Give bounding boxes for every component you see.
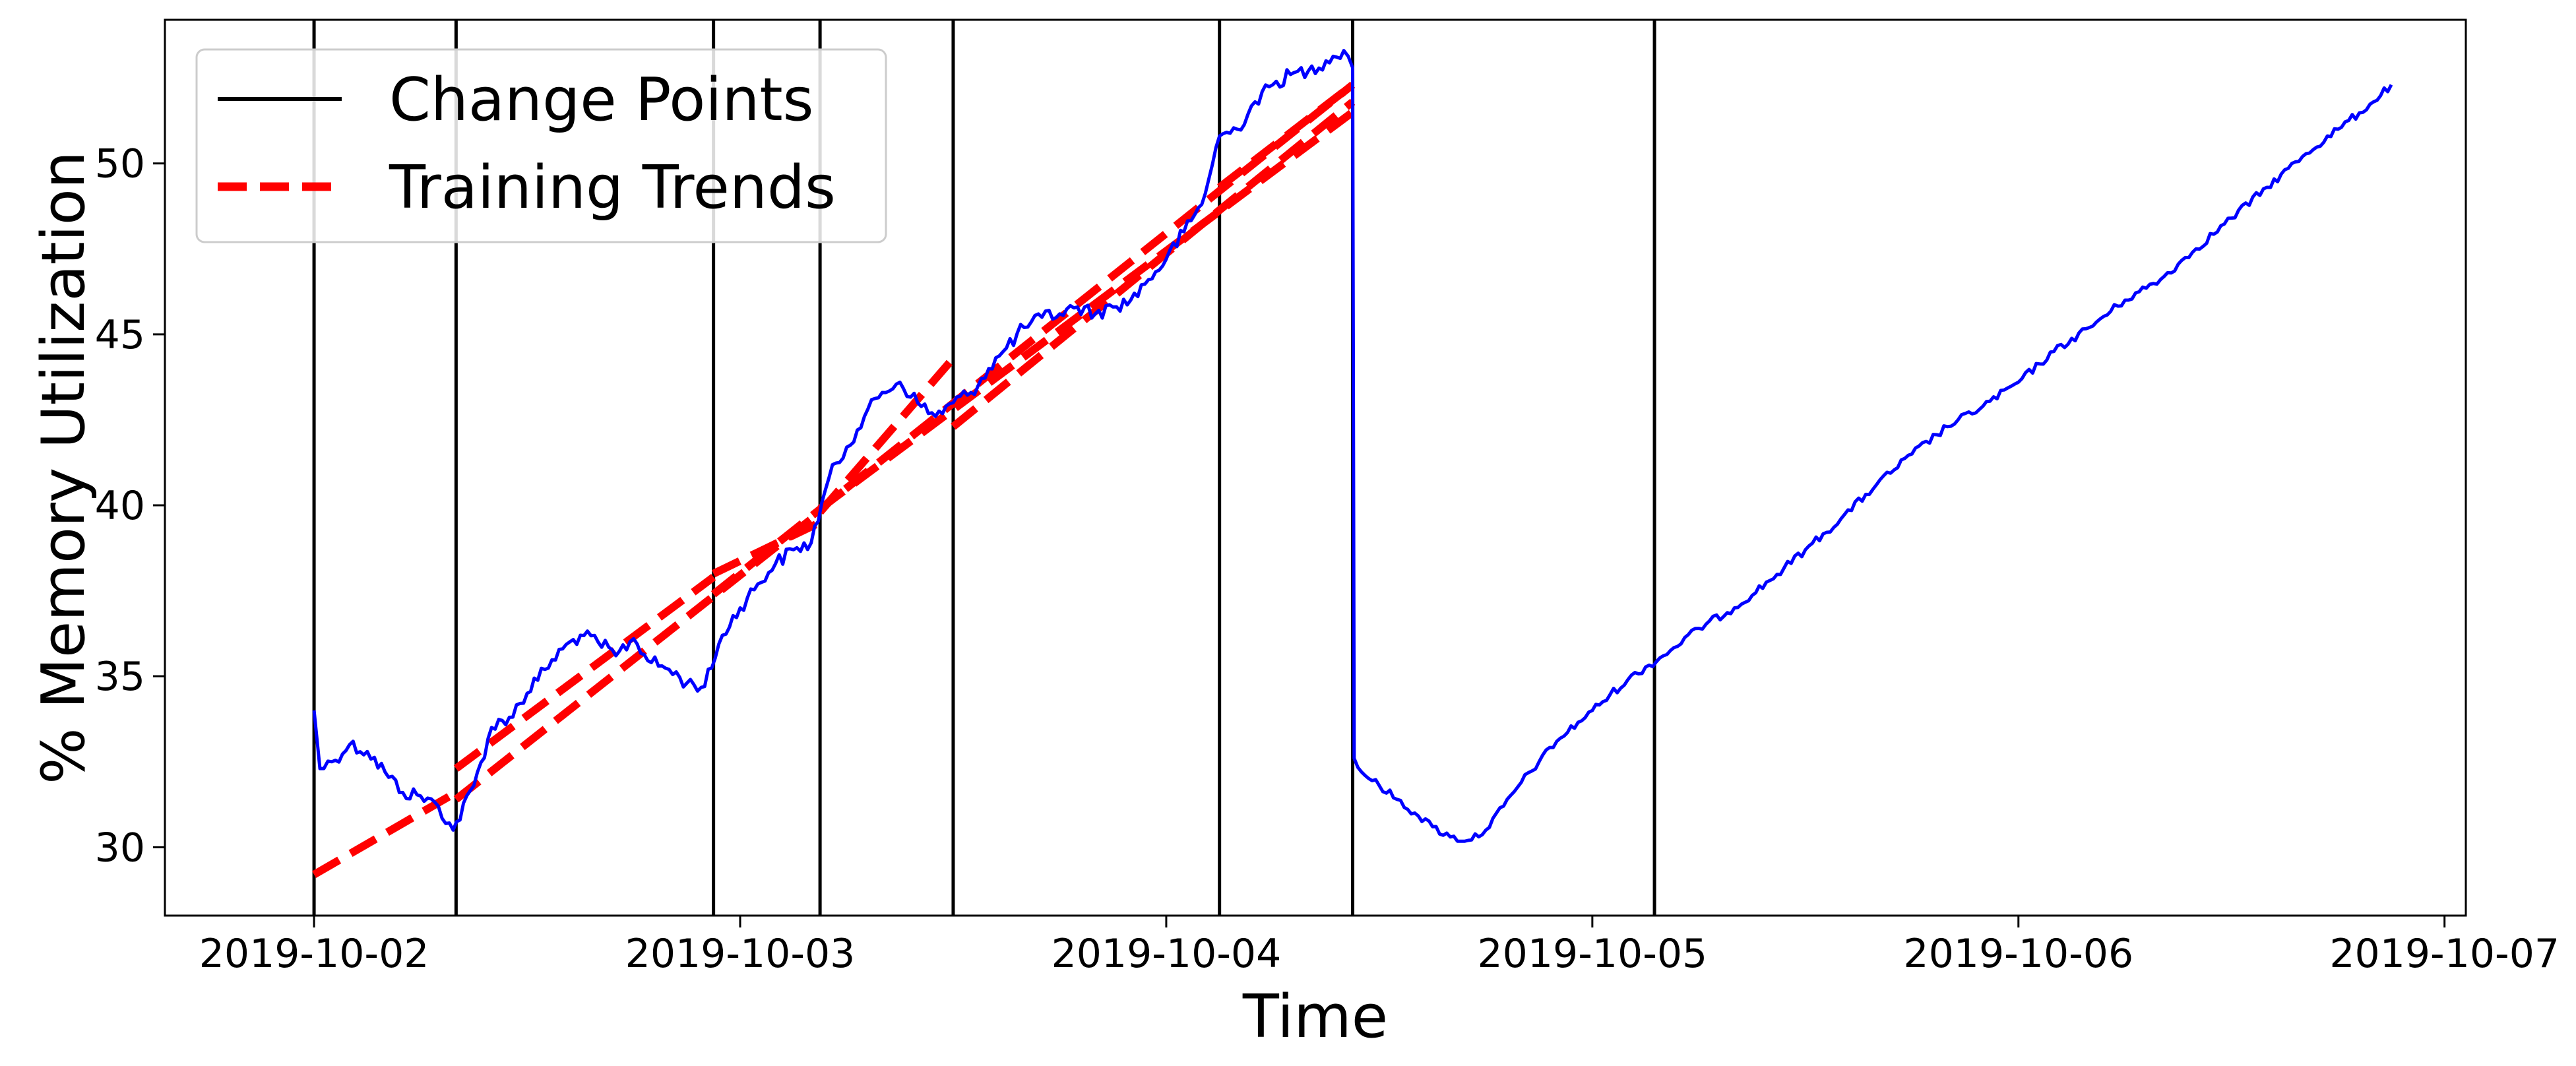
series-layer: [312, 49, 2393, 843]
y-tick-label: 30: [95, 825, 145, 871]
legend: Change Points Training Trends: [195, 48, 887, 243]
training-trend-line: [951, 98, 1356, 430]
x-tick-label: 2019-10-06: [1903, 931, 2133, 977]
x-axis-label: Time: [1242, 982, 1388, 1051]
training-trend-line: [1217, 81, 1356, 191]
training-trend-line: [312, 789, 458, 878]
y-axis-label: % Memory Utilization: [29, 151, 98, 784]
legend-label-training-trends: Training Trends: [389, 153, 836, 222]
y-axis-ticks: 30 35 40 45 50: [95, 141, 165, 871]
x-tick-label: 2019-10-07: [2329, 931, 2560, 977]
memory-utilization-series: [312, 49, 2393, 843]
x-tick-label: 2019-10-03: [625, 931, 856, 977]
legend-box: [195, 48, 887, 243]
plot-frame: [164, 18, 2467, 917]
y-tick-label: 35: [95, 654, 145, 700]
y-tick-label: 40: [95, 483, 145, 529]
legend-label-change-points: Change Points: [389, 65, 814, 135]
y-tick-label: 45: [95, 312, 145, 358]
y-tick-label: 50: [95, 141, 145, 187]
x-axis-ticks: 2019-10-02 2019-10-03 2019-10-04 2019-10-05…: [199, 916, 2560, 977]
training-trend-line: [453, 574, 716, 772]
x-tick-label: 2019-10-04: [1052, 931, 1282, 977]
x-tick-label: 2019-10-05: [1478, 931, 1708, 977]
training-trend-line: [817, 356, 957, 515]
x-tick-label: 2019-10-02: [199, 931, 429, 977]
